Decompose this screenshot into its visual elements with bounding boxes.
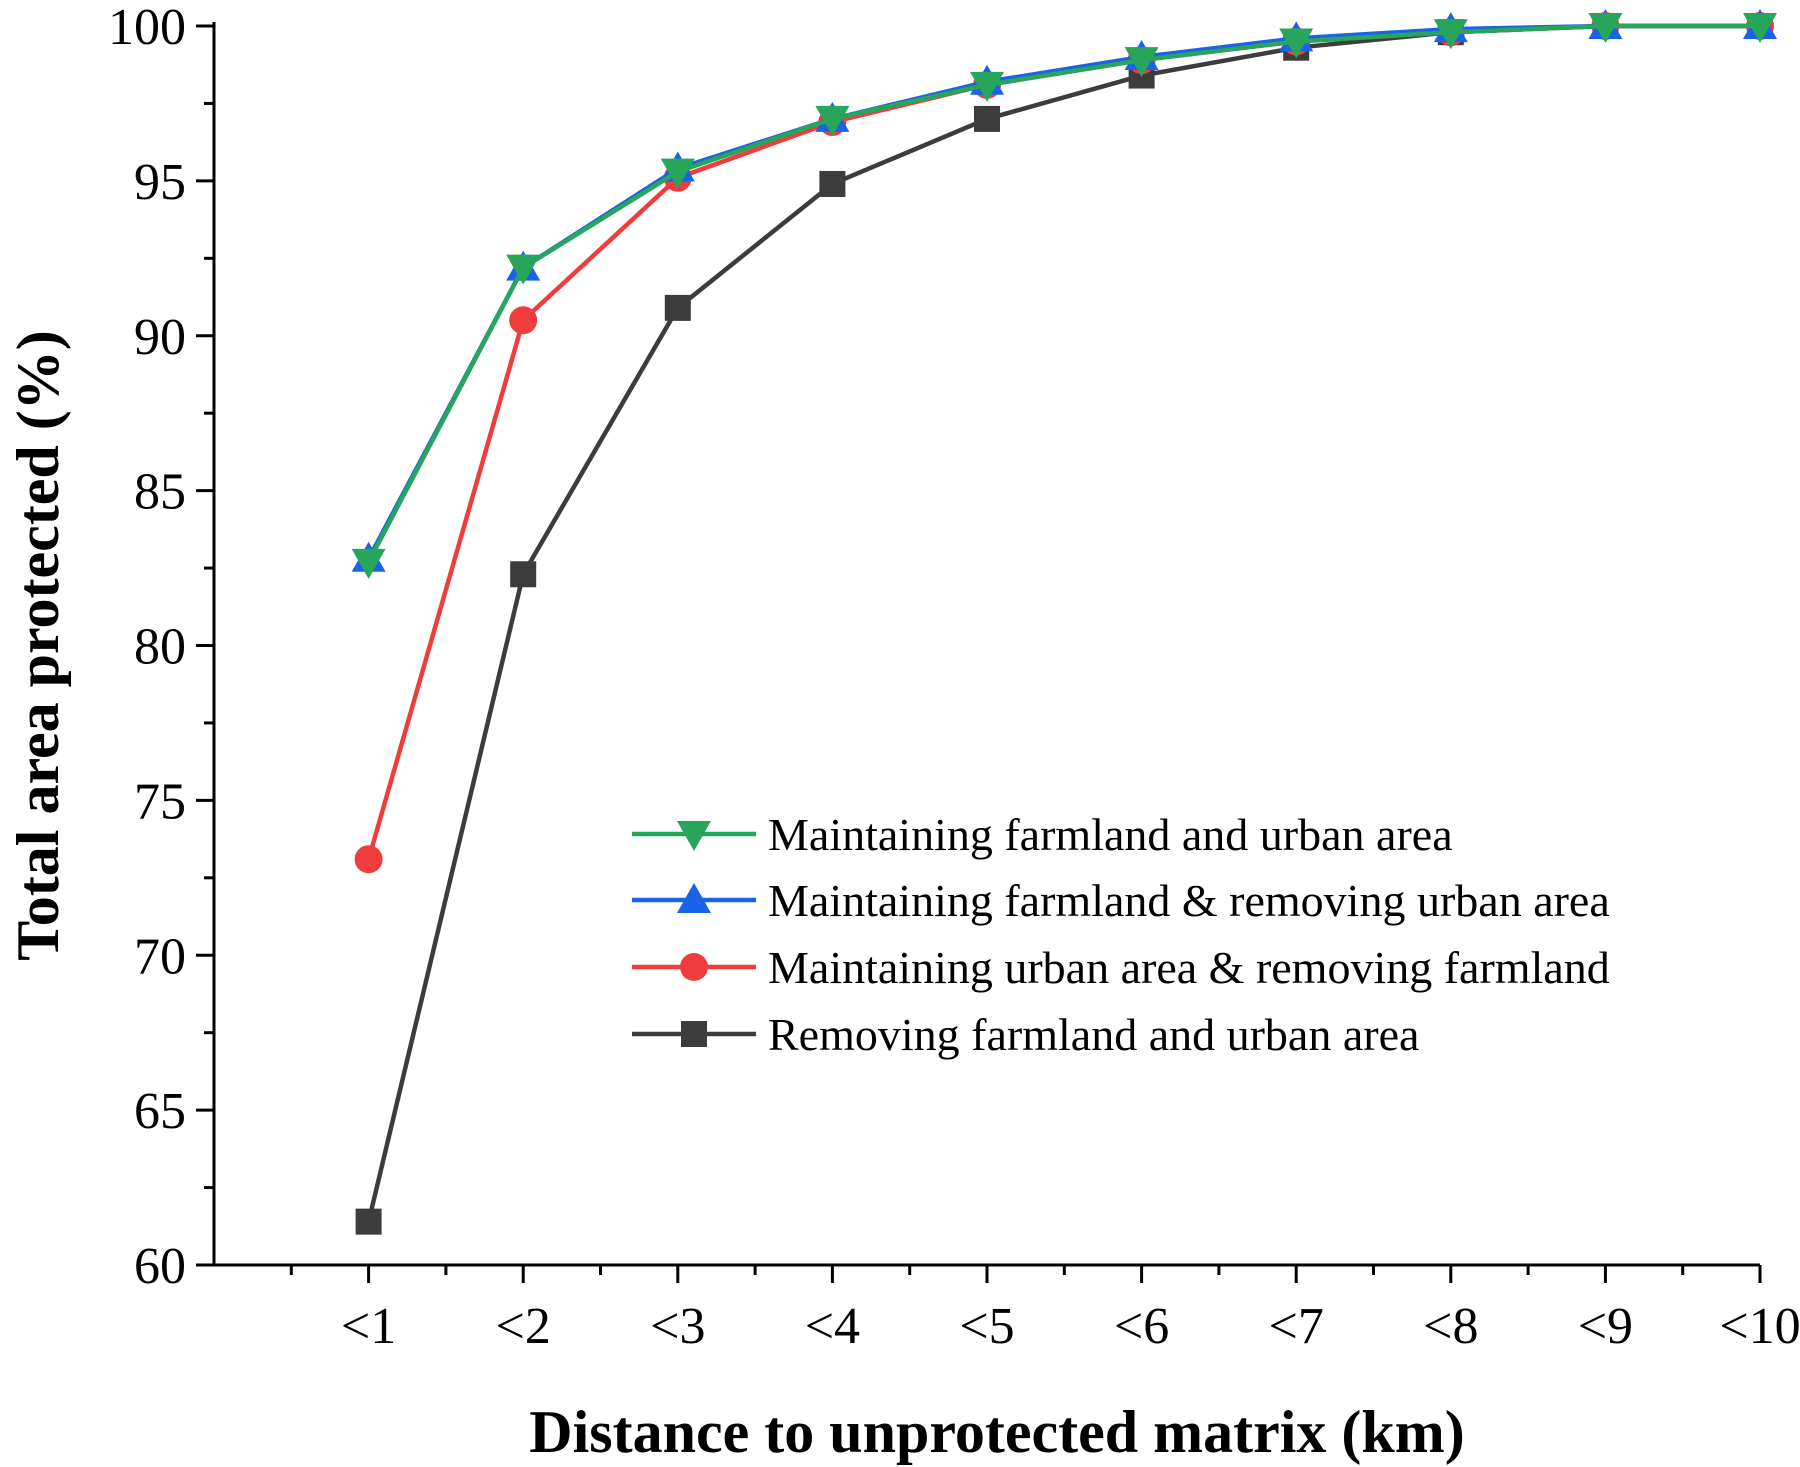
legend: Maintaining farmland and urban area Maint… [632,809,1610,1060]
series-triangle-up [351,9,1777,572]
series-line [366,23,1760,860]
legend-entry: Removing farmland and urban area [632,1009,1419,1060]
axes: 60 65 70 75 80 85 90 95 100 <1 <2 <3 <4 <5 <6 <7 <8 <9 <10 [108,0,1800,1355]
y-tick-label: 90 [134,309,186,366]
x-tick-label: <3 [650,1298,705,1355]
data-point [819,170,846,197]
y-tick-label: 75 [134,773,186,830]
legend-entry: Maintaining farmland and urban area [632,809,1453,860]
legend-label: Maintaining farmland and urban area [768,809,1453,860]
x-axis-title: Distance to unprotected matrix (km) [529,1399,1464,1465]
series-line [366,23,1760,563]
data-point [815,105,850,136]
x-tick-label: <4 [805,1298,860,1355]
y-tick-label: 65 [134,1083,186,1140]
data-point [351,548,386,579]
legend-label: Removing farmland and urban area [768,1009,1419,1060]
legend-label: Maintaining urban area & removing farmla… [768,942,1610,993]
y-tick-label: 60 [134,1238,186,1295]
legend-marker [677,883,711,913]
x-tick-label: <7 [1269,1298,1324,1355]
data-point [1588,13,1623,43]
data-point [974,105,1000,132]
data-point [660,158,695,189]
data-point [506,254,541,285]
y-tick-label: 70 [134,928,186,985]
data-point [1279,28,1314,59]
legend-marker [680,953,708,981]
series-layer [351,9,1777,1235]
series-circle [354,12,1774,874]
x-tick-label: <10 [1719,1298,1800,1355]
data-point [509,306,538,335]
x-tick-label: <6 [1114,1298,1169,1355]
legend-marker [677,821,711,851]
x-tick-label: <5 [959,1298,1014,1355]
data-point [1743,13,1777,43]
y-tick-label: 80 [134,619,186,676]
series-triangle-down [351,13,1777,579]
data-point [510,561,537,588]
y-axis-title: Total area protected (%) [5,330,71,960]
data-point [1433,19,1468,50]
y-tick-label: 100 [108,0,186,56]
x-tick-label: <8 [1423,1298,1478,1355]
legend-label: Maintaining farmland & removing urban ar… [768,875,1610,926]
data-point [664,294,691,321]
x-tick-label: <1 [341,1298,396,1355]
data-point [1124,47,1159,78]
data-point [354,845,383,874]
legend-marker [681,1021,707,1047]
data-point [355,1208,382,1235]
data-point [970,71,1004,102]
y-tick-label: 95 [134,154,186,211]
y-tick-label: 85 [134,464,186,521]
legend-entry: Maintaining urban area & removing farmla… [632,942,1610,993]
x-tick-label: <9 [1578,1298,1633,1355]
x-tick-label: <2 [496,1298,551,1355]
legend-entry: Maintaining farmland & removing urban ar… [632,875,1610,926]
